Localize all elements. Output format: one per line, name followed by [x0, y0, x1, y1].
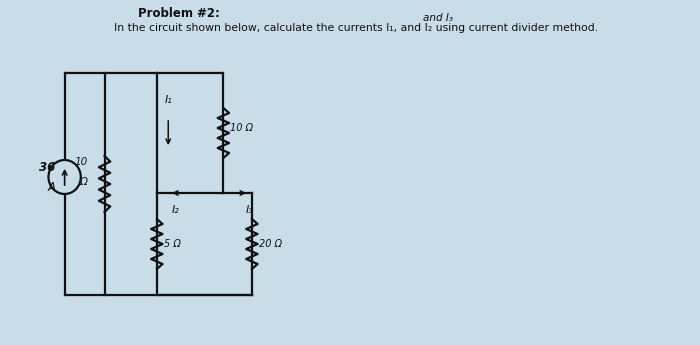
Text: 5 Ω: 5 Ω	[164, 239, 181, 249]
Text: Ω: Ω	[80, 177, 88, 187]
Text: A: A	[47, 180, 55, 194]
Text: I₂: I₂	[172, 205, 180, 215]
Text: 20 Ω: 20 Ω	[258, 239, 281, 249]
Text: 36: 36	[39, 160, 55, 174]
Text: I₁: I₁	[164, 95, 172, 105]
Text: In the circuit shown below, calculate the currents I₁, and I₂ using current divi: In the circuit shown below, calculate th…	[114, 23, 598, 33]
Text: 10: 10	[74, 157, 88, 167]
Text: and I₃: and I₃	[423, 13, 453, 23]
Text: 10 Ω: 10 Ω	[230, 123, 253, 133]
Text: Problem #2:: Problem #2:	[138, 7, 220, 20]
Text: I₃: I₃	[245, 205, 253, 215]
